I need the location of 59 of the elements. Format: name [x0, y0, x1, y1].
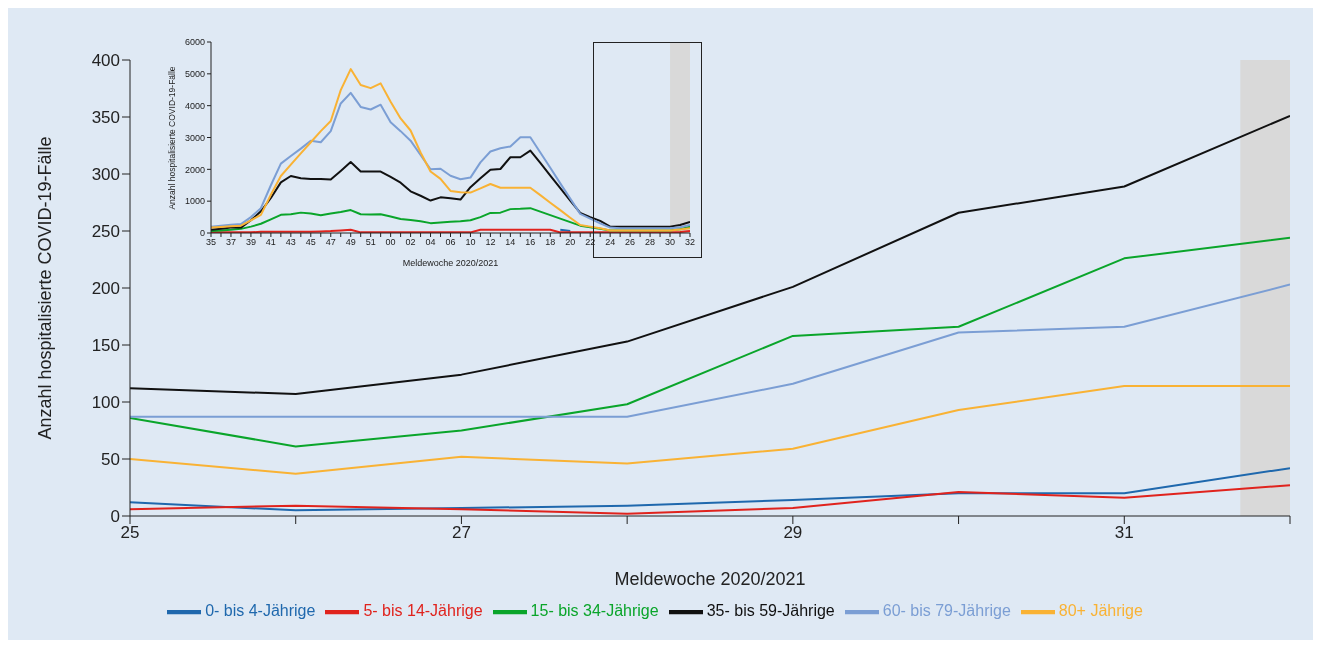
x-tick-label: 24 — [605, 237, 616, 248]
legend-label: 80+ Jährige — [1058, 602, 1143, 620]
x-tick-label: 45 — [305, 237, 316, 248]
legend-label: 60- bis 79-Jährige — [882, 602, 1011, 620]
y-tick-label: 250 — [91, 222, 120, 242]
y-tick-label: 1000 — [184, 196, 205, 207]
y-tick-label: 0 — [110, 507, 120, 527]
x-tick-label: 20 — [565, 237, 576, 248]
y-tick-label: 5000 — [184, 69, 205, 80]
x-tick-label: 39 — [245, 237, 256, 248]
x-tick-label: 10 — [465, 237, 476, 248]
x-tick-label: 43 — [285, 237, 296, 248]
y-axis-title: Anzahl hospitalisierte COVID-19-Fälle — [167, 66, 177, 210]
y-axis-title: Anzahl hospitalisierte COVID-19-Fälle — [34, 136, 56, 440]
legend-label: 15- bis 34-Jährige — [530, 602, 659, 620]
x-tick-label: 16 — [525, 237, 536, 248]
x-tick-label: 26 — [625, 237, 636, 248]
x-axis-title: Meldewoche 2020/2021 — [614, 569, 806, 589]
y-tick-label: 350 — [91, 108, 120, 128]
y-tick-label: 2000 — [184, 164, 205, 175]
legend-label: 0- bis 4-Jährige — [205, 602, 316, 620]
line-series — [130, 236, 1290, 448]
x-tick-label: 35 — [205, 237, 217, 248]
x-tick-label: 32 — [684, 237, 696, 248]
x-tick-label: 27 — [451, 523, 471, 543]
line-series — [130, 467, 1290, 512]
x-tick-label: 02 — [405, 237, 416, 248]
x-tick-label: 25 — [120, 523, 140, 543]
line-series — [130, 385, 1290, 475]
y-tick-label: 300 — [91, 165, 120, 185]
x-tick-label: 49 — [345, 237, 356, 248]
x-tick-label: 31 — [1114, 523, 1134, 543]
y-tick-label: 100 — [91, 393, 120, 413]
x-tick-label: 28 — [645, 237, 656, 248]
x-tick-label: 37 — [225, 237, 236, 248]
line-series — [211, 91, 690, 230]
y-tick-label: 4000 — [184, 100, 205, 111]
y-tick-label: 200 — [91, 279, 120, 299]
x-tick-label: 00 — [385, 237, 396, 248]
x-tick-label: 47 — [325, 237, 336, 248]
x-tick-label: 41 — [265, 237, 276, 248]
x-axis-title: Meldewoche 2020/2021 — [402, 258, 499, 268]
x-tick-label: 30 — [665, 237, 676, 248]
x-tick-label: 04 — [425, 237, 436, 248]
x-tick-label: 14 — [505, 237, 516, 248]
x-tick-label: 06 — [445, 237, 456, 248]
y-tick-label: 6000 — [184, 37, 205, 48]
y-tick-label: 3000 — [184, 132, 205, 143]
y-tick-label: 400 — [91, 51, 120, 71]
x-tick-label: 18 — [545, 237, 556, 248]
y-tick-label: 50 — [101, 450, 120, 470]
x-tick-label: 51 — [365, 237, 376, 248]
x-tick-label: 29 — [783, 523, 803, 543]
legend-label: 35- bis 59-Jährige — [706, 602, 835, 620]
y-tick-label: 0 — [199, 228, 205, 239]
x-tick-label: 12 — [485, 237, 496, 248]
y-tick-label: 150 — [91, 336, 120, 356]
line-series — [130, 283, 1290, 418]
legend-label: 5- bis 14-Jährige — [363, 602, 483, 620]
